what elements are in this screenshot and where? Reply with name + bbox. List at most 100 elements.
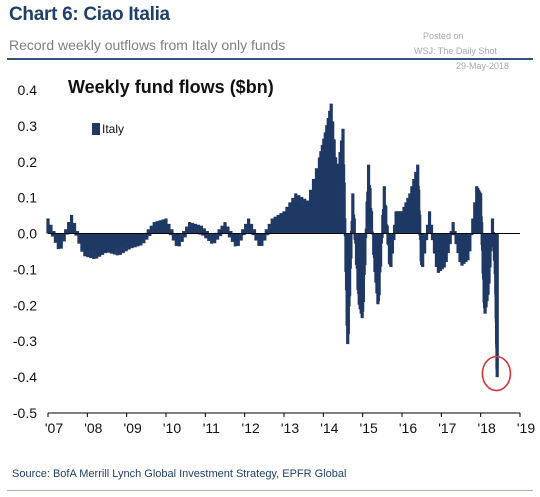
- flow-bar-65: [142, 233, 146, 244]
- x-tick-label: '11: [203, 420, 220, 436]
- flow-bar-109: [207, 233, 211, 242]
- flow-bar-122: [226, 226, 230, 234]
- flow-bar-276: [379, 233, 383, 244]
- flow-bar-20: [75, 231, 80, 234]
- legend: Italy: [92, 122, 124, 136]
- flow-bar-105: [201, 233, 205, 236]
- flow-bar-141: [254, 233, 258, 241]
- flow-bar-293: [392, 233, 396, 241]
- flow-bar-61: [136, 233, 140, 247]
- legend-label-italy: Italy: [102, 122, 124, 136]
- source-note: Source: BofA Merrill Lynch Global Invest…: [12, 468, 347, 480]
- flow-bar-53: [124, 233, 128, 252]
- flow-bar-82: [167, 223, 171, 234]
- flow-bar-19: [74, 233, 78, 236]
- flow-bar-357: [448, 233, 452, 245]
- x-tick-label: '10: [163, 420, 181, 436]
- flow-bar-413: [489, 233, 493, 252]
- y-tick-label: 0.3: [18, 118, 38, 134]
- flow-bar-362: [453, 231, 457, 234]
- flow-bar-333: [424, 233, 429, 241]
- flow-bar-111: [210, 233, 214, 244]
- watermark-line-3: 29-May-2018: [456, 61, 510, 71]
- flow-bar-89: [177, 233, 181, 247]
- flow-bar-116: [217, 229, 221, 234]
- flow-bar-63: [139, 233, 143, 246]
- flow-bar-291: [390, 233, 395, 254]
- flow-bar-132: [241, 229, 245, 234]
- x-tick-label: '14: [320, 420, 338, 436]
- flow-bar-11: [62, 233, 66, 242]
- flow-bar-0: [46, 218, 50, 234]
- chart-title: Chart 6: Ciao Italia: [9, 4, 170, 25]
- legend-swatch-italy: [92, 123, 100, 135]
- flow-bar-70: [149, 225, 153, 234]
- flow-bar-136: [247, 218, 251, 234]
- flow-bar-113: [213, 233, 217, 244]
- flow-bar-59: [133, 233, 137, 248]
- record-outflow-highlight-circle: [481, 355, 512, 392]
- y-tick-label: -0.3: [13, 333, 37, 349]
- flow-bar-57: [130, 233, 134, 249]
- flow-bar-2: [49, 224, 53, 234]
- flow-bar-18: [72, 222, 77, 234]
- x-tick-label: '07: [45, 420, 63, 436]
- flow-bar-117: [218, 233, 223, 237]
- flow-bar-12: [64, 229, 68, 234]
- flow-bar-252: [364, 233, 368, 239]
- flow-bar-277: [380, 233, 384, 238]
- flow-bar-78: [161, 219, 165, 234]
- flow-bar-360: [451, 222, 455, 234]
- flow-bar-84: [170, 229, 174, 234]
- flow-bar-124: [229, 231, 233, 234]
- x-tick-label: '19: [517, 420, 535, 436]
- title-divider: [7, 58, 533, 60]
- flow-bar-91: [180, 233, 184, 242]
- x-tick-label: '09: [124, 420, 142, 436]
- x-tick-label: '12: [242, 420, 260, 436]
- flow-bar-115: [216, 233, 220, 240]
- flow-bar-234: [352, 218, 356, 234]
- flow-bar-55: [127, 233, 131, 250]
- watermark-line-1: Posted on: [423, 31, 464, 41]
- flow-bar-359: [450, 233, 454, 236]
- x-axis-tick-labels: '07 '08 '09 '10 '11 '12 '13 '14 '15 '16 '17 '18 '19: [45, 420, 535, 436]
- flow-bar-229: [349, 233, 353, 259]
- flow-bar-260: [369, 211, 374, 234]
- flow-bars: [46, 103, 499, 378]
- flow-bar-102: [196, 224, 201, 234]
- y-tick-label: -0.2: [13, 297, 37, 313]
- flow-bar-416: [490, 218, 495, 234]
- y-tick-label: -0.1: [13, 261, 37, 277]
- flow-bar-150: [267, 223, 271, 234]
- y-tick-label: -0.4: [13, 369, 37, 385]
- flow-bar-149: [266, 233, 270, 236]
- flow-bar-129: [236, 233, 240, 246]
- flow-bar-133: [242, 233, 246, 236]
- y-tick-label: -0.5: [13, 405, 37, 421]
- flow-bar-76: [158, 220, 162, 234]
- flow-bar-16: [70, 214, 74, 234]
- flow-bar-379: [470, 233, 474, 236]
- flow-bar-107: [204, 233, 208, 239]
- flow-bar-324: [418, 214, 422, 234]
- y-axis-tick-labels: 0.4 0.3 0.2 0.1 0.0 -0.1 -0.2 -0.3 -0.4 -0.5: [13, 82, 37, 421]
- flow-bar-377: [468, 233, 472, 252]
- x-axis-ticks: [47, 412, 521, 417]
- flow-bar-275: [379, 233, 383, 267]
- flow-bar-125: [230, 233, 234, 242]
- flow-bar-108: [205, 231, 209, 234]
- flow-bar-139: [251, 233, 255, 236]
- plot-title: Weekly fund flows ($bn): [68, 77, 274, 97]
- flow-bar-361: [452, 233, 456, 236]
- flow-bar-138: [249, 223, 254, 234]
- flow-bar-219: [343, 218, 347, 234]
- flow-bar-93: [183, 233, 187, 238]
- y-tick-label: 0.1: [18, 190, 38, 206]
- flow-bar-123: [227, 233, 232, 238]
- chart-subtitle: Record weekly outflows from Italy only f…: [9, 37, 286, 53]
- x-tick-label: '16: [399, 420, 417, 436]
- flow-bar-145: [260, 233, 264, 246]
- flow-bar-68: [146, 229, 150, 234]
